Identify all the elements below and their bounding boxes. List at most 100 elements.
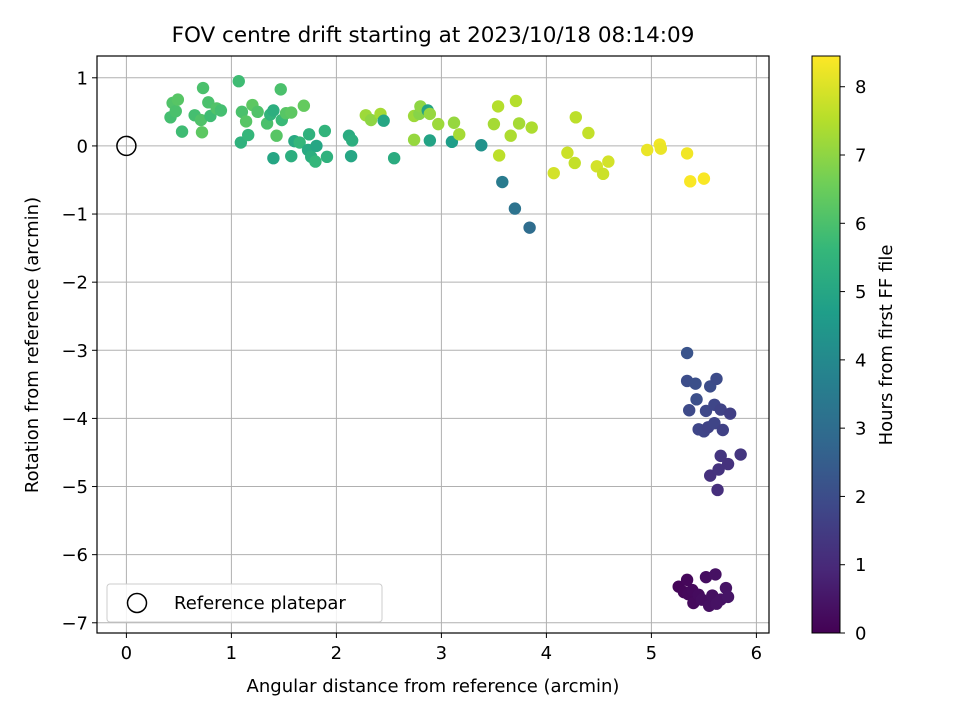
colorbar-tick-label: 3: [855, 419, 866, 440]
data-point: [582, 126, 595, 140]
data-point: [344, 149, 358, 163]
colorbar-tick-label: 1: [855, 555, 866, 576]
data-point: [508, 202, 522, 215]
data-point: [561, 146, 574, 159]
y-tick-label: −4: [61, 409, 88, 430]
data-point: [274, 83, 287, 96]
data-point: [251, 105, 264, 119]
data-point: [235, 105, 249, 119]
legend-label: Reference platepar: [174, 593, 346, 614]
data-point: [523, 221, 536, 234]
data-point: [504, 129, 517, 142]
data-point: [568, 156, 581, 170]
data-point: [680, 573, 694, 587]
x-axis-label: Angular distance from reference (arcmin): [247, 676, 620, 697]
data-point: [712, 463, 725, 476]
colorbar-tick-label: 2: [855, 487, 866, 508]
data-point: [169, 104, 182, 118]
data-point: [711, 483, 724, 497]
x-tick-label: 6: [751, 643, 762, 664]
data-point: [547, 166, 560, 180]
data-point: [310, 139, 323, 153]
x-tick-label: 4: [541, 643, 552, 664]
colorbar-tick-label: 8: [855, 77, 866, 98]
y-tick-label: −6: [61, 545, 88, 566]
colorbar-tick-label: 7: [855, 146, 866, 167]
data-point: [194, 113, 208, 127]
data-point: [716, 423, 729, 437]
data-point: [285, 106, 298, 119]
data-point: [699, 570, 713, 584]
data-point: [453, 128, 466, 141]
data-point: [242, 128, 255, 142]
data-point: [596, 167, 610, 181]
data-point: [475, 139, 488, 152]
legend-marker: [126, 592, 148, 614]
y-tick-label: −1: [61, 205, 88, 226]
y-tick-label: −7: [61, 613, 88, 634]
data-point: [423, 107, 437, 121]
data-point: [293, 136, 306, 149]
data-point: [171, 93, 185, 106]
data-point: [709, 568, 722, 581]
data-point: [525, 121, 538, 134]
colorbar-gradient: [811, 55, 841, 634]
data-point: [714, 449, 727, 463]
colorbar-label: Hours from first FF file: [876, 245, 897, 446]
data-point: [680, 147, 694, 160]
y-tick-label: −5: [61, 477, 88, 498]
data-point: [267, 151, 280, 165]
data-point: [345, 134, 359, 147]
y-ticks: 1 0 −1 −2 −3 −4 −5 −6 −7: [61, 68, 97, 634]
data-point: [683, 404, 696, 417]
y-axis-label: Rotation from reference (arcmin): [22, 197, 43, 493]
data-point: [512, 117, 526, 130]
data-point: [195, 126, 209, 139]
x-tick-label: 5: [646, 643, 657, 664]
data-point: [267, 104, 280, 117]
data-point: [285, 149, 298, 163]
x-tick-label: 1: [226, 643, 237, 664]
y-tick-label: −3: [61, 341, 88, 362]
data-point: [447, 116, 461, 129]
data-point: [232, 75, 245, 88]
data-point: [708, 416, 721, 430]
data-points: [164, 75, 747, 612]
plot-frame: [96, 55, 770, 634]
data-point: [432, 117, 445, 131]
data-point: [641, 143, 654, 157]
data-point: [491, 100, 505, 113]
data-point: [320, 150, 334, 164]
data-point: [302, 128, 316, 141]
data-point: [423, 134, 437, 147]
x-tick-label: 3: [436, 643, 447, 664]
legend-box: [106, 583, 383, 623]
data-point: [680, 346, 694, 360]
legend: Reference platepar: [106, 583, 383, 623]
data-point: [487, 117, 501, 131]
data-point: [270, 129, 283, 142]
data-point: [496, 175, 509, 189]
data-point: [721, 457, 735, 471]
data-point: [684, 175, 697, 188]
data-point: [196, 81, 210, 95]
data-point: [734, 448, 747, 461]
colorbar-tick-label: 6: [855, 214, 866, 235]
data-point: [377, 114, 390, 127]
data-point: [654, 142, 668, 155]
data-point: [723, 407, 737, 420]
data-point: [297, 99, 311, 112]
x-tick-label: 2: [331, 643, 342, 664]
data-point: [602, 155, 615, 168]
colorbar-tick-label: 0: [855, 624, 866, 645]
data-point: [569, 111, 582, 124]
data-point: [721, 590, 735, 604]
x-ticks: 0 1 2 3 4 5 6: [121, 633, 762, 664]
data-point: [407, 133, 421, 146]
reference-marker: [116, 135, 137, 157]
data-point: [175, 125, 189, 138]
colorbar-ticks: 0 1 2 3 4 5 6 7 8: [840, 77, 866, 645]
data-point: [309, 155, 322, 168]
colorbar-tick-label: 5: [855, 282, 866, 303]
